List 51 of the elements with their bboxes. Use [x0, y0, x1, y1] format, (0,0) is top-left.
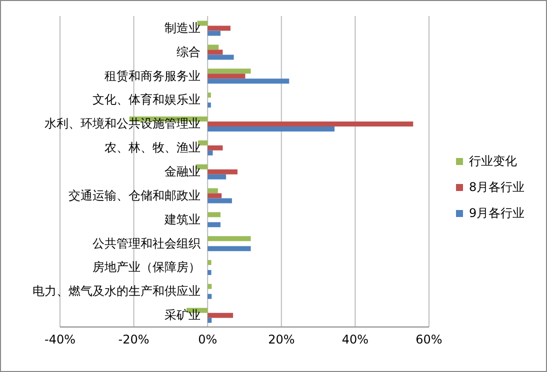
bar [208, 294, 212, 299]
bar [208, 68, 251, 74]
y-tick-label: 农、林、牧、渔业 [104, 140, 200, 155]
y-tick-label: 文化、体育和娱乐业 [92, 92, 200, 107]
x-tick-label: -20% [118, 332, 150, 347]
y-tick-label: 综合 [176, 44, 200, 59]
bar [208, 78, 290, 84]
bar [208, 174, 226, 180]
y-tick-label: 建筑业 [163, 212, 200, 226]
x-tick-label: -40% [44, 332, 76, 347]
y-tick-label: 电力、燃气及水的生产和供应业 [32, 284, 200, 298]
bar [208, 246, 251, 252]
x-tick-label: 0% [198, 332, 218, 347]
bar [208, 145, 223, 150]
y-tick-label: 租赁和商务服务业 [104, 68, 200, 83]
bar [208, 193, 222, 198]
bar [208, 44, 219, 50]
bar [208, 169, 238, 174]
bar [208, 30, 221, 36]
bar [208, 121, 414, 126]
legend-label: 9月各行业 [469, 205, 525, 222]
bar [208, 260, 212, 266]
bar [208, 270, 212, 276]
y-tick-label: 交通运输、仓储和邮政业 [68, 188, 200, 202]
bar [208, 284, 212, 289]
x-tick-label: 20% [268, 332, 295, 347]
bar [208, 126, 335, 132]
y-tick-label: 金融业 [164, 164, 200, 178]
bar [208, 74, 246, 79]
bar [208, 150, 213, 156]
bar [208, 236, 251, 242]
legend-label: 行业变化 [469, 153, 517, 170]
bar [208, 102, 211, 108]
bar [208, 54, 234, 60]
bar [208, 188, 218, 194]
y-tick-label: 公共管理和社会组织 [92, 236, 200, 250]
y-tick-label: 制造业 [164, 20, 200, 35]
bar [208, 312, 234, 318]
legend-label: 8月各行业 [469, 179, 525, 196]
x-tick-label: 40% [342, 332, 369, 347]
bar [208, 50, 223, 55]
bar [208, 92, 211, 98]
bar [208, 318, 212, 323]
bar [208, 26, 230, 31]
bar [208, 212, 221, 218]
bar [198, 140, 208, 146]
bar [208, 198, 232, 204]
y-tick-label: 采矿业 [164, 308, 200, 322]
y-tick-label: 房地产业（保障房） [92, 260, 200, 274]
bar [208, 222, 221, 228]
x-tick-label: 60% [416, 332, 442, 347]
